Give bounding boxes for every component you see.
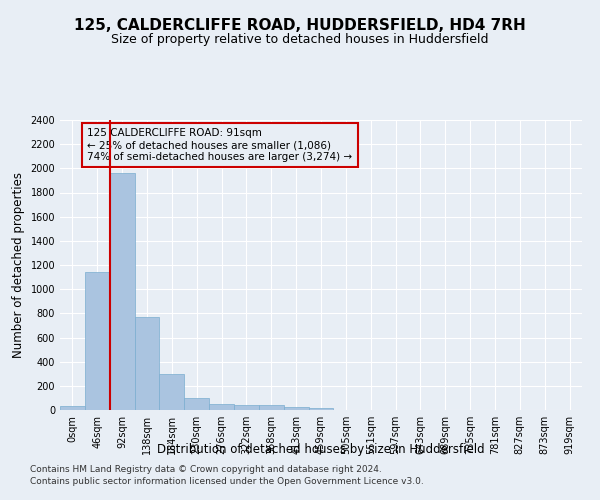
Text: Contains HM Land Registry data © Crown copyright and database right 2024.: Contains HM Land Registry data © Crown c…: [30, 466, 382, 474]
Bar: [184, 398, 209, 410]
Bar: [234, 405, 259, 410]
Bar: [60, 406, 85, 410]
Text: Size of property relative to detached houses in Huddersfield: Size of property relative to detached ho…: [111, 32, 489, 46]
Bar: [110, 173, 134, 410]
Bar: [308, 408, 334, 410]
Bar: [259, 406, 284, 410]
Y-axis label: Number of detached properties: Number of detached properties: [12, 172, 25, 358]
Text: Contains public sector information licensed under the Open Government Licence v3: Contains public sector information licen…: [30, 477, 424, 486]
Bar: [209, 404, 234, 410]
Text: 125, CALDERCLIFFE ROAD, HUDDERSFIELD, HD4 7RH: 125, CALDERCLIFFE ROAD, HUDDERSFIELD, HD…: [74, 18, 526, 32]
Bar: [284, 408, 308, 410]
Bar: [160, 374, 184, 410]
Bar: [134, 317, 160, 410]
Bar: [85, 272, 110, 410]
Text: Distribution of detached houses by size in Huddersfield: Distribution of detached houses by size …: [157, 442, 485, 456]
Text: 125 CALDERCLIFFE ROAD: 91sqm
← 25% of detached houses are smaller (1,086)
74% of: 125 CALDERCLIFFE ROAD: 91sqm ← 25% of de…: [88, 128, 352, 162]
